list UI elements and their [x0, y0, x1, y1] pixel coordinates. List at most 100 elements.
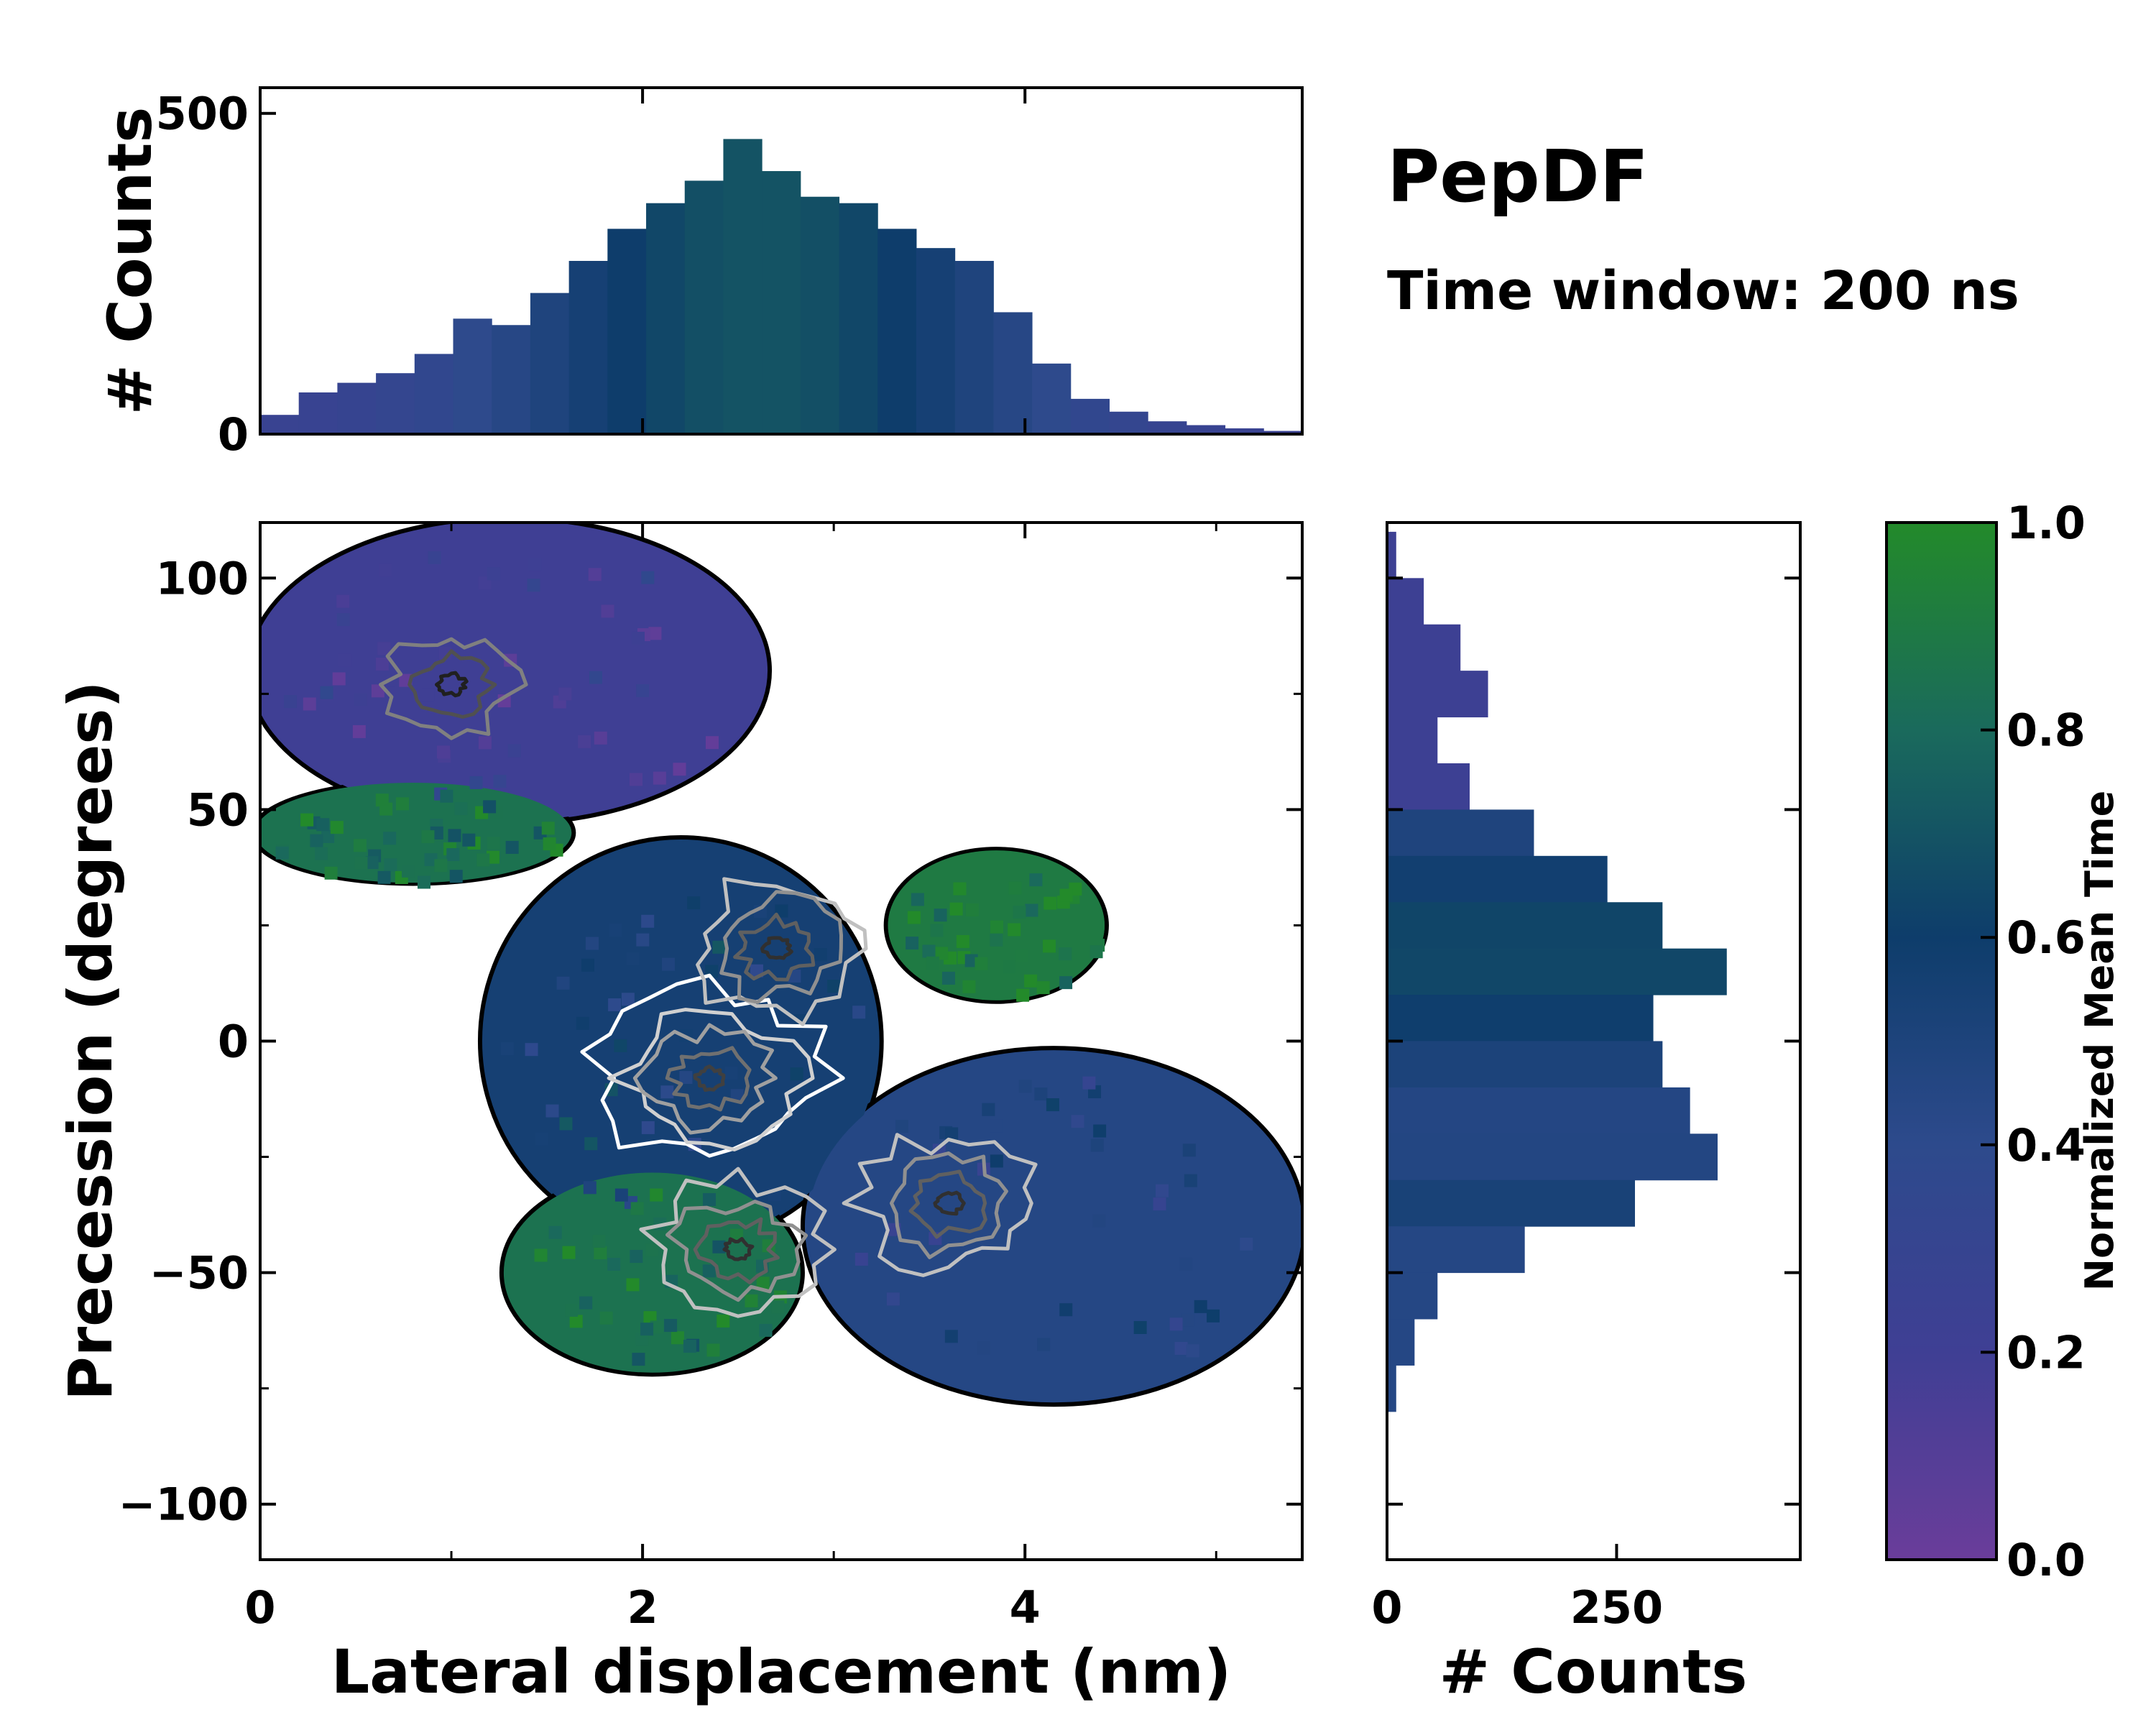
- heatmap-cell: [556, 976, 570, 990]
- heatmap-cell: [1003, 960, 1016, 974]
- main-xtick-label: 2: [627, 1581, 658, 1634]
- top-histogram-bar: [954, 261, 994, 434]
- top-histogram-bar: [916, 248, 956, 434]
- heatmap-cell: [895, 1120, 908, 1133]
- heatmap-cell: [1036, 981, 1050, 995]
- heatmap-cell: [424, 853, 438, 867]
- main-xlabel: Lateral displacement (nm): [331, 1637, 1232, 1707]
- heatmap-cell: [626, 952, 640, 965]
- heatmap-cell: [535, 1132, 548, 1146]
- heatmap-cell: [599, 1311, 613, 1325]
- heatmap-cell: [581, 958, 594, 972]
- right-histogram-bar: [1387, 855, 1608, 903]
- contour-line: [842, 1133, 1038, 1277]
- right-histogram-xlabel: # Counts: [1439, 1637, 1748, 1707]
- contour-line: [719, 890, 843, 1004]
- heatmap-cell: [852, 1006, 866, 1019]
- heatmap-cell: [592, 1234, 606, 1248]
- heatmap-cell: [448, 829, 461, 842]
- heatmap-cell: [1046, 1098, 1059, 1112]
- heatmap-cell: [1181, 1313, 1195, 1327]
- heatmap-cell: [724, 1066, 738, 1080]
- heatmap-cell: [990, 933, 1003, 947]
- heatmap-cell: [354, 856, 368, 870]
- heatmap-cell: [650, 1320, 663, 1334]
- heatmap-cell: [706, 1343, 720, 1357]
- contour-line: [435, 671, 469, 698]
- top-histogram-bar: [1109, 411, 1148, 434]
- heatmap-cell: [1082, 1076, 1096, 1090]
- right-histogram-bar: [1387, 809, 1534, 857]
- heatmap-cell: [275, 846, 289, 860]
- heatmap-cell: [417, 875, 430, 889]
- right-histogram-bar: [1387, 578, 1424, 625]
- top-histogram-bar: [646, 203, 686, 434]
- heatmap-cell: [1015, 949, 1028, 962]
- top-histogram-bar: [568, 261, 608, 434]
- heatmap-cell: [476, 853, 490, 867]
- heatmap-cell: [1092, 1214, 1106, 1228]
- heatmap-cell: [703, 1192, 717, 1206]
- contour-line: [933, 1190, 966, 1216]
- heatmap-cell: [531, 840, 545, 854]
- right-histogram-bar: [1387, 1087, 1690, 1134]
- right-histogram-bar: [1387, 717, 1438, 764]
- main-ytick-label: 50: [187, 783, 249, 836]
- top-histogram-bar: [337, 382, 377, 434]
- heatmap-cell: [421, 688, 435, 702]
- heatmap-cell: [1018, 1080, 1032, 1093]
- colorbar-tick-label: 0.6: [2007, 911, 2086, 964]
- heatmap-cell: [1240, 1237, 1253, 1251]
- heatmap-cell: [629, 773, 642, 786]
- heatmap-cell: [1008, 881, 1022, 895]
- right-histogram-xtick-label: 0: [1371, 1581, 1402, 1634]
- heatmap-cell: [827, 980, 841, 993]
- heatmap-cell: [990, 920, 1003, 934]
- heatmap-cell: [641, 571, 655, 584]
- heatmap-cell: [1182, 1144, 1196, 1157]
- heatmap-cell: [1169, 1317, 1183, 1331]
- heatmap-cell: [660, 1085, 674, 1099]
- top-histogram-bar: [376, 373, 415, 434]
- heatmap-cell: [1042, 939, 1056, 953]
- right-histogram-bar: [1387, 1179, 1635, 1227]
- main-ytick-label: −100: [119, 1478, 249, 1531]
- top-histogram-bar: [492, 325, 531, 434]
- heatmap-cell: [383, 832, 397, 845]
- heatmap-cell: [975, 957, 988, 970]
- heatmap-cell: [1133, 1320, 1147, 1334]
- heatmap-cell: [632, 1353, 645, 1366]
- top-histogram-frame: [259, 86, 1304, 436]
- heatmap-cell: [1090, 1138, 1104, 1152]
- heatmap-cell: [990, 1119, 1003, 1133]
- heatmap-cell: [977, 1341, 990, 1355]
- heatmap-cell: [336, 594, 350, 608]
- heatmap-cell: [449, 870, 463, 883]
- heatmap-cell: [584, 1137, 598, 1151]
- heatmap-cell: [631, 631, 645, 645]
- heatmap-cell: [434, 859, 448, 873]
- colorbar: 0.0 0.2 0.4 0.6 0.8 1.0 Normalized Mean Time: [1885, 497, 2122, 1586]
- heatmap-cell: [756, 1276, 770, 1290]
- contour-line: [733, 912, 816, 982]
- heatmap-cell: [636, 684, 650, 697]
- heatmap-cell: [534, 1248, 548, 1262]
- top-histogram-bar: [684, 180, 724, 435]
- heatmap-cell: [487, 567, 500, 581]
- right-histogram-bar: [1387, 948, 1727, 995]
- right-histogram-xtick-label: 250: [1570, 1581, 1663, 1634]
- heatmap-cell: [730, 1089, 744, 1103]
- heatmap-cell: [469, 776, 483, 789]
- heatmap-cell: [1184, 1174, 1197, 1187]
- heatmap-cell: [486, 850, 499, 864]
- heatmap-cell: [1029, 873, 1043, 887]
- heatmap-cell: [562, 1246, 576, 1259]
- heatmap-cell: [548, 1225, 562, 1239]
- heatmap-cell: [594, 1246, 607, 1260]
- top-histogram-bar: [260, 415, 300, 434]
- heatmap-cell: [705, 736, 719, 750]
- heatmap-cell: [650, 1188, 663, 1202]
- contour-line: [693, 1064, 726, 1092]
- heatmap-cell: [745, 1294, 758, 1307]
